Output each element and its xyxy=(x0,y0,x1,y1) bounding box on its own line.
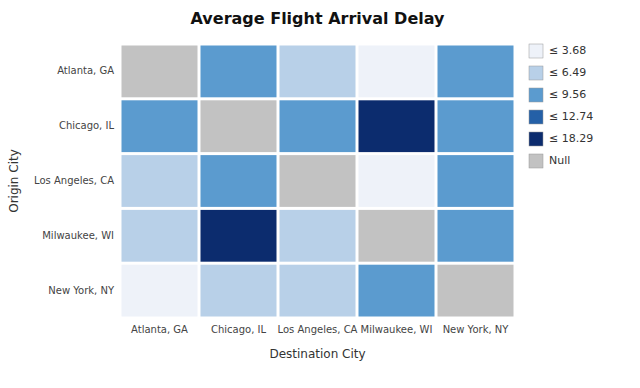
cells xyxy=(122,46,514,317)
legend-swatch xyxy=(529,132,543,146)
cell xyxy=(201,100,277,152)
cell xyxy=(122,265,198,317)
legend-label: ≤ 12.74 xyxy=(549,110,593,123)
x-tick-label: Chicago, IL xyxy=(211,324,266,335)
legend-label: Null xyxy=(549,154,570,167)
x-axis-label: Destination City xyxy=(269,347,365,361)
cell xyxy=(122,46,198,98)
cell xyxy=(122,210,198,262)
legend-swatch xyxy=(529,66,543,80)
y-tick-label: Atlanta, GA xyxy=(57,65,114,76)
cell xyxy=(359,100,435,152)
cell xyxy=(122,100,198,152)
cell xyxy=(280,155,356,207)
legend-swatch xyxy=(529,110,543,124)
legend-swatch xyxy=(529,154,543,168)
cell xyxy=(438,265,514,317)
cell xyxy=(280,265,356,317)
legend-label: ≤ 18.29 xyxy=(549,132,593,145)
cell xyxy=(359,265,435,317)
cell xyxy=(201,46,277,98)
cell xyxy=(438,210,514,262)
cell xyxy=(280,210,356,262)
cell xyxy=(438,46,514,98)
y-tick-label: Milwaukee, WI xyxy=(42,230,114,241)
y-tick-label: Los Angeles, CA xyxy=(34,175,114,186)
legend: ≤ 3.68 ≤ 6.49 ≤ 9.56 ≤ 12.74 ≤ 18.29 Null xyxy=(529,44,593,168)
chart: Average Flight Arrival Delay Atlanta, GA C… xyxy=(0,0,640,388)
y-tick-label: Chicago, IL xyxy=(59,120,114,131)
legend-swatch xyxy=(529,44,543,58)
cell xyxy=(359,46,435,98)
cell xyxy=(438,155,514,207)
cell xyxy=(122,155,198,207)
x-tick-label: Atlanta, GA xyxy=(131,324,188,335)
cell xyxy=(201,265,277,317)
y-axis-label: Origin City xyxy=(7,149,21,213)
x-tick-label: Milwaukee, WI xyxy=(361,324,433,335)
cell xyxy=(280,46,356,98)
y-tick-label: New York, NY xyxy=(48,285,115,296)
cell xyxy=(280,100,356,152)
cell xyxy=(201,210,277,262)
cell xyxy=(438,100,514,152)
legend-label: ≤ 9.56 xyxy=(549,88,586,101)
legend-label: ≤ 6.49 xyxy=(549,66,586,79)
title: Average Flight Arrival Delay xyxy=(191,9,445,28)
x-tick-label: New York, NY xyxy=(443,324,510,335)
legend-label: ≤ 3.68 xyxy=(549,44,586,57)
cell xyxy=(201,155,277,207)
cell xyxy=(359,155,435,207)
x-tick-label: Los Angeles, CA xyxy=(278,324,358,335)
legend-swatch xyxy=(529,88,543,102)
cell xyxy=(359,210,435,262)
